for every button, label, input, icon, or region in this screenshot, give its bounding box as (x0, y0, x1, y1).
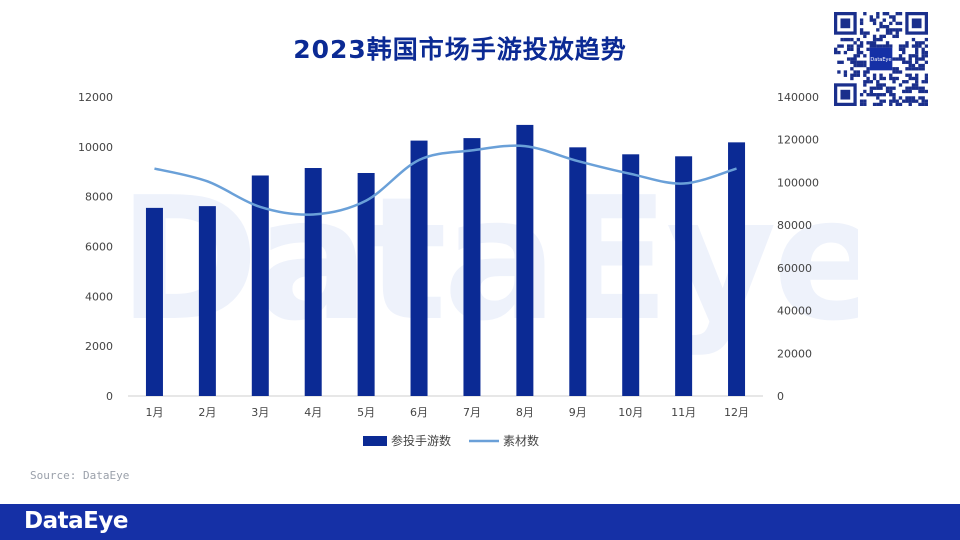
bar (145, 207, 163, 396)
y-right-tick-label: 40000 (777, 305, 812, 318)
x-tick-label: 4月 (304, 406, 322, 419)
chart: 0200040006000800010000120000200004000060… (78, 91, 819, 448)
bar (304, 168, 322, 396)
bar (516, 124, 534, 396)
bar (198, 206, 216, 396)
bar (569, 147, 587, 396)
y-left-tick-label: 4000 (85, 290, 113, 303)
bar (410, 140, 428, 396)
svg-text:DataEye: DataEye (870, 57, 891, 63)
qr-code: DataEye (834, 12, 928, 106)
y-right-tick-label: 140000 (777, 91, 819, 104)
x-tick-label: 12月 (724, 406, 749, 419)
bar (251, 175, 269, 396)
y-left-tick-label: 8000 (85, 191, 113, 204)
y-left-tick-label: 2000 (85, 340, 113, 353)
legend-label-line: 素材数 (503, 433, 539, 448)
x-tick-label: 9月 (569, 406, 587, 419)
x-tick-label: 10月 (618, 406, 643, 419)
y-left-tick-label: 10000 (78, 141, 113, 154)
y-right-tick-label: 80000 (777, 219, 812, 232)
x-tick-label: 7月 (463, 406, 481, 419)
bar (463, 138, 481, 397)
source-text: Source: DataEye (30, 469, 130, 482)
x-tick-label: 8月 (516, 406, 534, 419)
legend-label-bar: 参投手游数 (391, 433, 451, 448)
chart-title: 2023韩国市场手游投放趋势 (293, 35, 627, 64)
x-tick-label: 6月 (410, 406, 428, 419)
x-tick-label: 2月 (198, 406, 216, 419)
line-series-path (154, 144, 737, 216)
x-tick-label: 1月 (145, 406, 163, 419)
y-left-tick-label: 6000 (85, 241, 113, 254)
y-left-tick-label: 0 (106, 390, 113, 403)
footer-logo: DataEye (24, 508, 128, 534)
x-tick-label: 5月 (357, 406, 375, 419)
bar (728, 142, 746, 396)
x-tick-label: 11月 (671, 406, 696, 419)
bar (622, 154, 640, 396)
y-left-tick-label: 12000 (78, 91, 113, 104)
bar (357, 172, 375, 396)
footer-bar: DataEye (0, 504, 960, 540)
y-right-tick-label: 120000 (777, 134, 819, 147)
y-right-tick-label: 0 (777, 390, 784, 403)
legend-swatch-bar (363, 436, 387, 446)
y-right-tick-label: 60000 (777, 262, 812, 275)
x-tick-label: 3月 (251, 406, 269, 419)
y-right-tick-label: 20000 (777, 347, 812, 360)
bar (675, 156, 693, 396)
y-right-tick-label: 100000 (777, 176, 819, 189)
